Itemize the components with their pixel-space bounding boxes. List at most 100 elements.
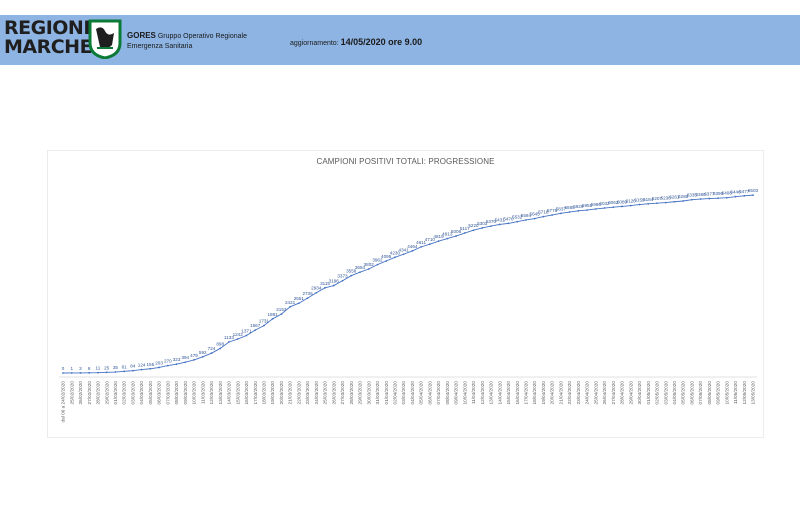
data-label: 35 xyxy=(113,365,119,370)
data-point xyxy=(734,195,737,198)
data-point xyxy=(376,263,379,266)
data-label: 5303 xyxy=(477,221,488,226)
data-label: 5594 xyxy=(521,213,532,218)
x-tick-label: 19/03/2020 xyxy=(270,381,275,405)
data-label: 1371 xyxy=(241,328,252,333)
data-label: 5532 xyxy=(512,215,523,220)
data-label: 6335 xyxy=(687,193,698,198)
x-tick-label: 08/05/2020 xyxy=(707,381,712,405)
data-label: 5431 xyxy=(495,217,506,222)
data-label: 203 xyxy=(155,360,163,365)
x-tick-label: 01/03/2020 xyxy=(113,381,118,405)
data-label: 6032 xyxy=(599,201,610,206)
update-value: 14/05/2020 ore 9.00 xyxy=(340,37,423,47)
org-block: GORES Gruppo Operativo Regionale Emergen… xyxy=(127,31,247,50)
data-label: 61 xyxy=(122,364,128,369)
x-tick-label: 07/04/2020 xyxy=(436,381,441,405)
x-tick-label: 25/03/2020 xyxy=(323,381,328,405)
data-label: 3196 xyxy=(329,279,340,284)
data-label: 6360 xyxy=(695,192,706,197)
data-point xyxy=(236,338,239,340)
data-point xyxy=(551,214,554,216)
data-label: 394 xyxy=(181,355,189,360)
data-label: 5370 xyxy=(486,219,497,224)
data-label: 1731 xyxy=(259,319,270,324)
data-label: 5645 xyxy=(530,212,541,217)
data-point xyxy=(166,364,169,367)
x-tick-label: 28/04/2020 xyxy=(620,381,625,405)
x-tick-label: 09/04/2020 xyxy=(454,381,459,405)
data-point xyxy=(324,286,326,289)
data-point xyxy=(577,209,580,212)
x-tick-label: 06/03/2020 xyxy=(157,381,162,405)
org-name: GORES xyxy=(127,31,156,40)
chart-title: CAMPIONI POSITIVI TOTALI: PROGRESSIONE xyxy=(316,157,495,166)
data-point xyxy=(70,372,73,374)
x-tick-label: 27/04/2020 xyxy=(611,381,616,405)
data-point xyxy=(140,368,143,371)
data-label: 6184 xyxy=(643,197,654,202)
x-tick-label: 09/05/2020 xyxy=(716,381,721,405)
x-tick-label: 03/04/2020 xyxy=(401,381,406,405)
data-point xyxy=(175,363,178,366)
data-point xyxy=(752,194,754,197)
x-tick-label: 04/03/2020 xyxy=(139,381,144,405)
data-point xyxy=(385,260,388,262)
data-point xyxy=(437,240,440,243)
data-label: 6503 xyxy=(748,188,759,193)
data-label: 5220 xyxy=(468,223,479,228)
data-point xyxy=(201,355,204,358)
data-label: 1133 xyxy=(224,335,234,340)
data-point xyxy=(690,198,693,201)
data-point xyxy=(359,271,361,274)
data-label: 3115 xyxy=(320,281,330,286)
x-tick-label: 21/03/2020 xyxy=(288,381,293,405)
update-stamp: aggiornamento: 14/05/2020 ore 9.00 xyxy=(290,37,422,47)
x-tick-label: 06/04/2020 xyxy=(427,381,432,405)
x-tick-label: 14/03/2020 xyxy=(227,381,232,405)
data-point xyxy=(158,366,160,369)
x-tick-label: 17/03/2020 xyxy=(253,381,258,405)
data-point xyxy=(332,284,335,287)
data-point xyxy=(621,205,623,208)
data-point xyxy=(402,253,405,256)
data-label: 4819 xyxy=(433,234,444,239)
data-point xyxy=(472,229,475,232)
x-tick-label: 26/02/2020 xyxy=(78,381,83,405)
x-tick-label: 11/04/2020 xyxy=(471,381,476,405)
data-label: 1567 xyxy=(250,323,261,328)
data-label: 592 xyxy=(199,350,207,355)
data-label: 124 xyxy=(138,363,146,368)
x-tick-label: 14/04/2020 xyxy=(497,381,502,405)
x-tick-label: 07/05/2020 xyxy=(698,381,703,405)
region-logo-text: REGIONE MARCHE xyxy=(4,19,96,57)
data-point xyxy=(123,370,126,373)
x-tick-label: 10/04/2020 xyxy=(462,381,467,405)
data-point xyxy=(533,217,536,220)
logo-line-1: REGIONE xyxy=(4,17,96,39)
x-tick-label: 22/03/2020 xyxy=(296,381,301,405)
data-label: 5885 xyxy=(564,205,575,210)
data-label: 5996 xyxy=(591,202,602,207)
data-label: 84 xyxy=(130,364,136,369)
x-tick-label: 11/03/2020 xyxy=(200,381,205,405)
data-point xyxy=(289,305,291,308)
data-point xyxy=(490,225,492,228)
x-tick-label: 28/03/2020 xyxy=(349,381,354,405)
x-tick-label: 13/05/2020 xyxy=(751,381,756,405)
data-point xyxy=(446,237,449,240)
data-point xyxy=(193,358,195,361)
chart-frame: CAMPIONI POSITIVI TOTALI: PROGRESSIONE 0… xyxy=(47,150,764,438)
data-label: 6261 xyxy=(669,195,680,200)
data-label: 2153 xyxy=(276,307,287,312)
data-label: 3684 xyxy=(355,265,366,270)
x-tick-label: 30/04/2020 xyxy=(637,381,642,405)
data-label: 4611 xyxy=(416,240,426,245)
data-point xyxy=(559,212,562,215)
x-tick-label: 03/03/2020 xyxy=(130,381,135,405)
x-tick-label: 20/04/2020 xyxy=(550,381,555,405)
x-tick-label: 04/04/2020 xyxy=(410,381,415,405)
data-point xyxy=(88,371,91,374)
x-tick-label: 12/05/2020 xyxy=(742,381,747,405)
x-tick-label: 24/04/2020 xyxy=(585,381,590,405)
